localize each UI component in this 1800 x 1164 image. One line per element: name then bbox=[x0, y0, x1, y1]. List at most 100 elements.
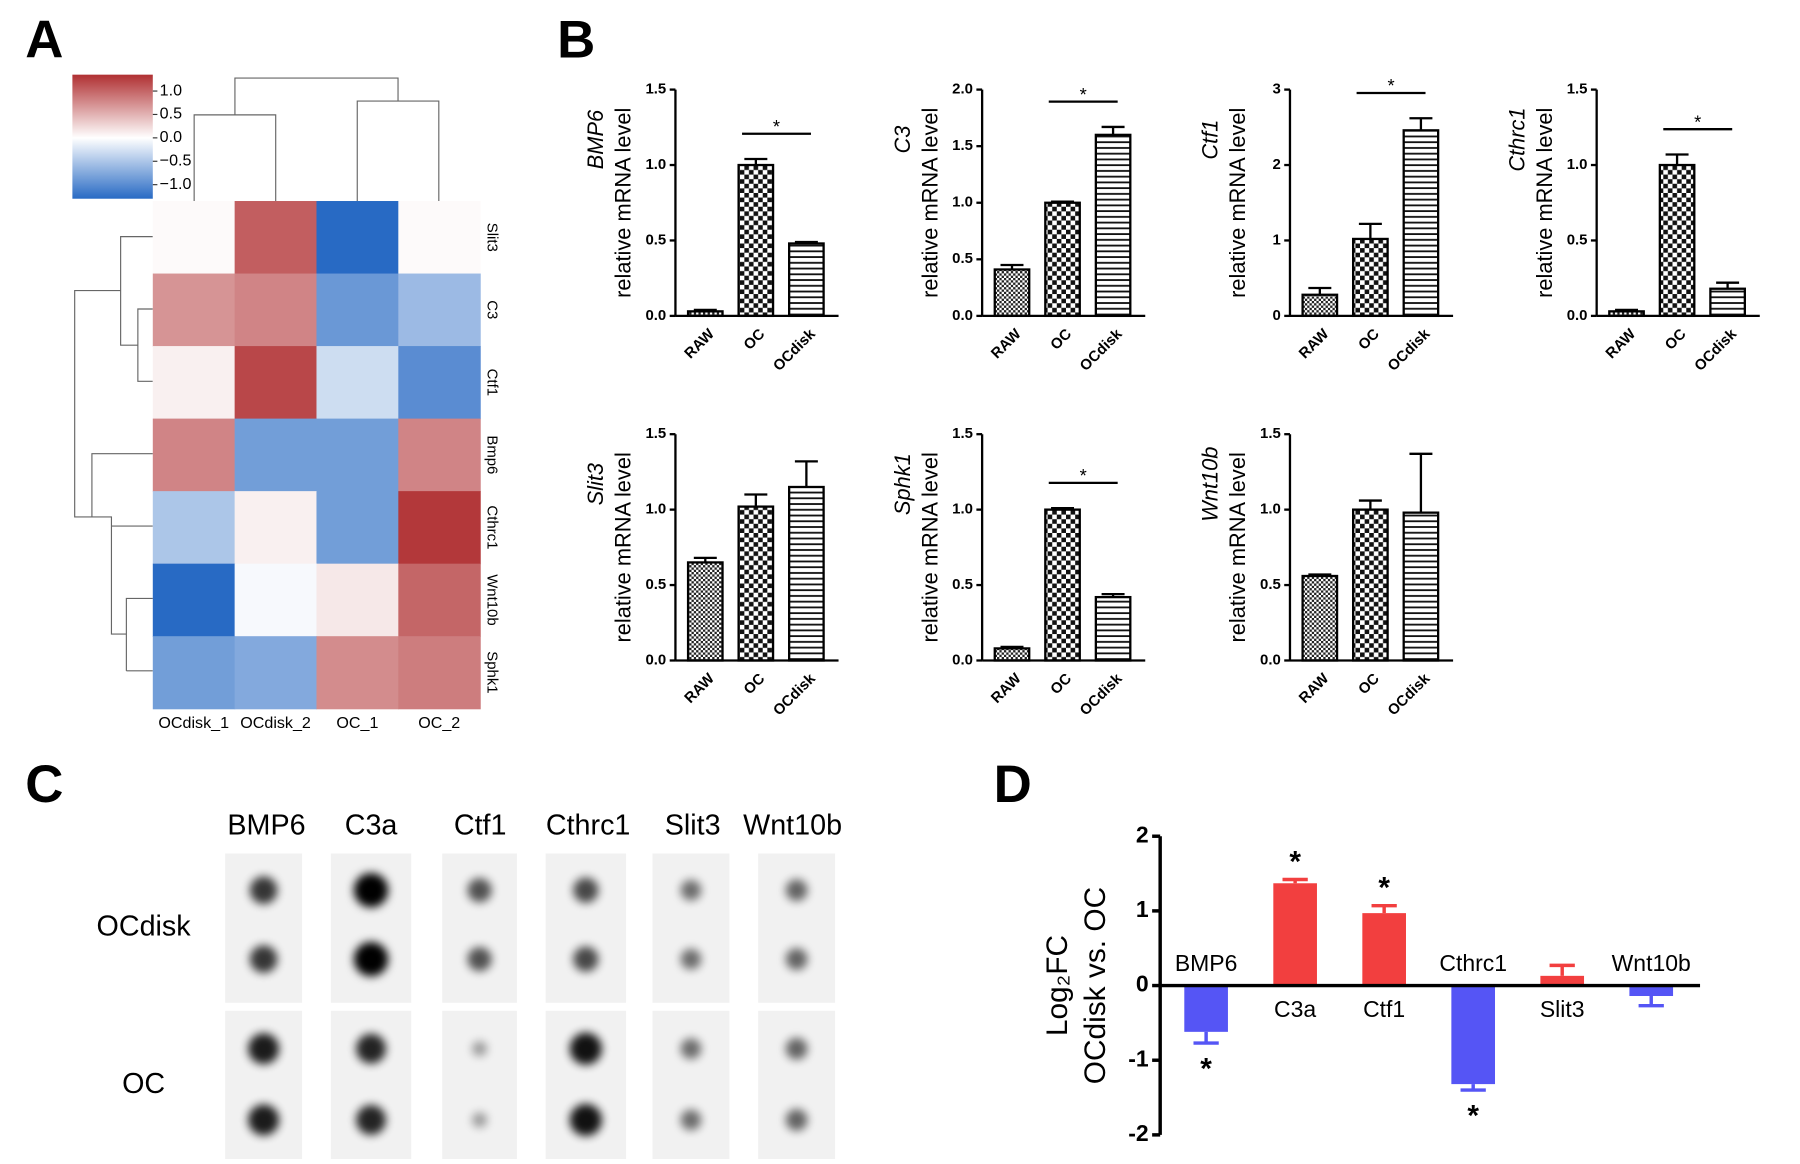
x-tick-label: Cthrc1 bbox=[1439, 950, 1507, 976]
y-tick-label: 0 bbox=[1136, 971, 1149, 997]
heatmap-cell bbox=[152, 491, 236, 565]
x-tick-label: OC bbox=[740, 670, 768, 698]
column-label: OCdisk_2 bbox=[240, 714, 311, 732]
heatmap-cell bbox=[152, 273, 236, 347]
x-tick-label: OCdisk bbox=[1077, 670, 1126, 719]
y-tick-label: 1 bbox=[1136, 896, 1149, 922]
blot-membrane bbox=[652, 1010, 730, 1161]
heatmap-cell bbox=[398, 563, 481, 637]
colorbar bbox=[72, 74, 153, 199]
y-axis-label: relative mRNA level bbox=[1532, 108, 1557, 298]
row-label: Bmp6 bbox=[484, 435, 501, 474]
colorbar-tick-label: 0.0 bbox=[160, 128, 182, 146]
x-tick-label: OCdisk bbox=[770, 670, 819, 719]
blot-spot bbox=[680, 879, 702, 901]
heatmap-cell bbox=[152, 346, 236, 420]
y-tick-label: 1.5 bbox=[1567, 81, 1588, 98]
heatmap-cell bbox=[152, 201, 236, 275]
blot-membrane bbox=[758, 853, 836, 1003]
significance-label: * bbox=[1387, 75, 1394, 96]
blot-column-label: Cthrc1 bbox=[546, 810, 631, 842]
heatmap-cell bbox=[398, 491, 481, 565]
row-label: Wnt10b bbox=[484, 574, 501, 625]
panel-label: C bbox=[25, 755, 63, 814]
bar bbox=[1044, 201, 1081, 318]
y-tick-label: 1.0 bbox=[952, 194, 973, 211]
heatmap-cell bbox=[316, 346, 399, 420]
y-tick-label: 1.5 bbox=[952, 137, 973, 154]
gene-label: Slit3 bbox=[583, 463, 608, 505]
heatmap-cell bbox=[234, 418, 318, 492]
y-axis-label: relative mRNA level bbox=[917, 108, 942, 298]
blot-spot bbox=[785, 1037, 808, 1060]
y-tick-label: 1.0 bbox=[1567, 156, 1588, 173]
colorbar-tick-label: −0.5 bbox=[160, 152, 192, 170]
heatmap-cell bbox=[316, 201, 399, 275]
blot-spot bbox=[353, 941, 389, 977]
x-tick-label: RAW bbox=[681, 670, 718, 707]
blot-spot bbox=[249, 945, 278, 973]
y-tick-label: -1 bbox=[1128, 1045, 1149, 1071]
y-tick-label: 0.5 bbox=[1567, 231, 1588, 248]
x-tick-label: Slit3 bbox=[1540, 996, 1585, 1022]
bar bbox=[1629, 985, 1674, 997]
y-tick-label: 1.5 bbox=[645, 81, 666, 98]
blot-spot bbox=[680, 1109, 702, 1131]
blot-column-label: Ctf1 bbox=[454, 810, 507, 842]
x-tick-label: OC bbox=[740, 325, 768, 353]
x-tick-label: Ctf1 bbox=[1363, 996, 1405, 1022]
gene-label: Wnt10b bbox=[1198, 447, 1223, 522]
blot-spot bbox=[472, 1041, 488, 1057]
blot-membrane bbox=[225, 853, 303, 1003]
bar bbox=[1709, 287, 1746, 318]
dendrograms bbox=[74, 77, 440, 672]
bar bbox=[1301, 574, 1339, 662]
bar bbox=[686, 561, 724, 662]
heatmap-cell bbox=[234, 346, 318, 420]
blot-spot bbox=[680, 1038, 702, 1060]
bar bbox=[737, 505, 775, 662]
y-tick-label: 0.0 bbox=[645, 307, 666, 324]
colorbar-tick-label: 0.5 bbox=[160, 105, 182, 123]
y-tick-label: 0.5 bbox=[1260, 576, 1281, 593]
x-tick-label: C3a bbox=[1274, 996, 1316, 1022]
blot-row-label: OCdisk bbox=[97, 911, 192, 943]
y-tick-label: 0 bbox=[1272, 307, 1280, 324]
heatmap-cell bbox=[152, 636, 236, 710]
bar bbox=[1451, 985, 1496, 1085]
y-tick-label: 0.0 bbox=[1567, 307, 1588, 324]
bar bbox=[993, 647, 1031, 662]
bar bbox=[1094, 133, 1132, 318]
heatmap-cell bbox=[398, 346, 481, 420]
x-tick-label: BMP6 bbox=[1175, 950, 1238, 976]
heatmap-cell bbox=[398, 418, 481, 492]
blot-spot bbox=[569, 1032, 602, 1065]
blot-membrane bbox=[330, 1010, 412, 1161]
x-tick-label: RAW bbox=[988, 670, 1025, 707]
heatmap-cell bbox=[316, 491, 399, 565]
x-tick-label: RAW bbox=[1296, 325, 1333, 362]
blot-membrane bbox=[442, 853, 517, 1003]
panel-label: A bbox=[25, 11, 63, 70]
bar bbox=[1044, 508, 1081, 662]
bar bbox=[788, 485, 825, 662]
blot-spot bbox=[353, 872, 389, 908]
bar bbox=[993, 268, 1031, 318]
x-tick-label: OC bbox=[1355, 670, 1383, 698]
x-tick-label: OCdisk bbox=[1691, 325, 1740, 374]
bar bbox=[1540, 975, 1585, 986]
bar bbox=[1658, 163, 1696, 318]
x-tick-label: RAW bbox=[681, 325, 718, 362]
y-tick-label: 2.0 bbox=[952, 81, 973, 98]
significance-label: * bbox=[1289, 845, 1301, 878]
y-axis-label: relative mRNA level bbox=[1225, 452, 1250, 642]
significance-label: * bbox=[1467, 1100, 1479, 1133]
heatmap-cell bbox=[234, 563, 318, 637]
y-axis-label: relative mRNA level bbox=[611, 108, 636, 298]
blot-spot bbox=[467, 947, 492, 972]
y-tick-label: 3 bbox=[1272, 81, 1280, 98]
significance-label: * bbox=[1694, 111, 1701, 132]
heatmap-cell bbox=[398, 636, 481, 710]
gene-label: C3 bbox=[890, 126, 915, 154]
